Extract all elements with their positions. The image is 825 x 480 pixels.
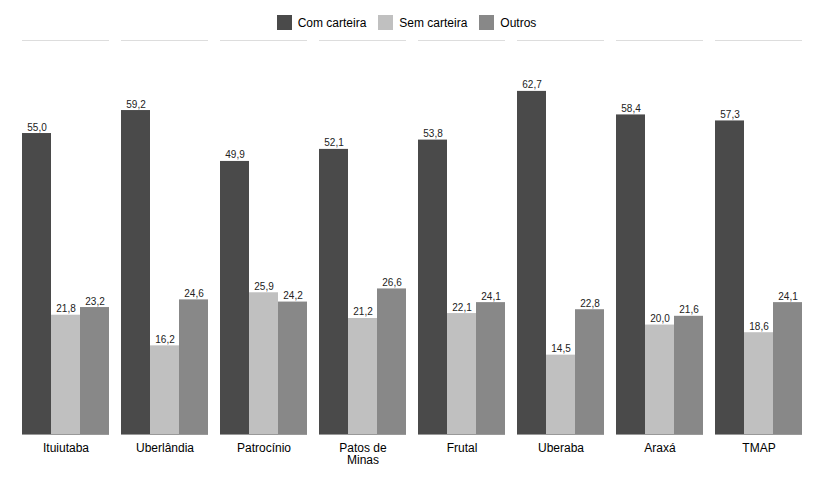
svg-text:24,1: 24,1 <box>481 291 501 302</box>
svg-text:58,4: 58,4 <box>621 103 641 114</box>
svg-text:Patos deMinas: Patos deMinas <box>339 441 387 467</box>
svg-text:24,6: 24,6 <box>184 288 204 299</box>
svg-text:22,1: 22,1 <box>452 302 472 313</box>
svg-text:14,5: 14,5 <box>551 343 571 354</box>
svg-text:26,6: 26,6 <box>382 277 402 288</box>
html-text:Com carteira: Com carteira <box>297 15 367 30</box>
svg-text:21,8: 21,8 <box>56 303 76 314</box>
svg-text:59,2: 59,2 <box>126 99 146 110</box>
svg-text:TMAP: TMAP <box>742 441 775 455</box>
svg-text:Uberlândia: Uberlândia <box>136 441 194 455</box>
svg-text:Uberaba: Uberaba <box>538 441 584 455</box>
svg-text:Araxá: Araxá <box>644 441 676 455</box>
svg-text:21,6: 21,6 <box>679 304 699 315</box>
svg-text:49,9: 49,9 <box>225 149 245 160</box>
html-text:Sem carteira: Sem carteira <box>399 15 468 30</box>
html-text:Outros: Outros <box>500 15 537 30</box>
svg-text:24,1: 24,1 <box>778 291 798 302</box>
svg-text:18,6: 18,6 <box>749 321 769 332</box>
svg-text:21,2: 21,2 <box>353 306 373 317</box>
svg-text:Ituiutaba: Ituiutaba <box>43 441 89 455</box>
svg-text:22,8: 22,8 <box>580 298 600 309</box>
svg-text:23,2: 23,2 <box>85 296 105 307</box>
svg-text:55,0: 55,0 <box>27 122 47 133</box>
svg-text:25,9: 25,9 <box>254 281 274 292</box>
svg-text:Frutal: Frutal <box>447 441 478 455</box>
svg-text:Patrocínio: Patrocínio <box>237 441 291 455</box>
svg-text:57,3: 57,3 <box>720 109 740 120</box>
svg-text:62,7: 62,7 <box>522 79 542 90</box>
svg-text:16,2: 16,2 <box>155 334 175 345</box>
svg-text:24,2: 24,2 <box>283 290 303 301</box>
svg-text:20,0: 20,0 <box>650 313 670 324</box>
svg-text:53,8: 53,8 <box>423 128 443 139</box>
svg-text:52,1: 52,1 <box>324 137 344 148</box>
